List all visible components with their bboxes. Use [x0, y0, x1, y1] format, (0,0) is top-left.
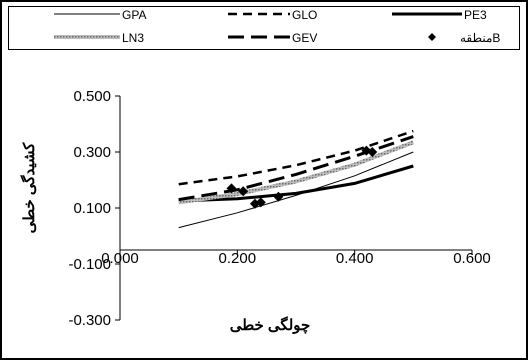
- series-line-pe3: [178, 164, 414, 203]
- y-tick-label: -0.300: [68, 312, 111, 329]
- legend-label-gpa: GPA: [122, 8, 146, 22]
- x-tick-label: 0.200: [219, 250, 257, 267]
- series-line-glo: [178, 129, 414, 186]
- data-point: [238, 186, 249, 197]
- series-line-gev: [178, 135, 414, 202]
- y-tick-label: 0.100: [73, 200, 111, 217]
- y-tick-label: 0.300: [73, 144, 111, 161]
- legend-label-gev: GEV: [292, 31, 317, 45]
- x-tick-label: 0.000: [101, 250, 139, 267]
- data-point: [226, 183, 237, 194]
- series-line-gpa: [178, 151, 414, 229]
- legend-swatch-region-b: [428, 33, 436, 41]
- data-point: [367, 147, 378, 157]
- data-point: [273, 191, 284, 202]
- y-tick-label: -0.100: [68, 256, 111, 273]
- legend-label-ln3: LN3: [122, 31, 144, 45]
- legend-label-region-b: منطقهB: [460, 31, 500, 45]
- series-line-ln3: [178, 140, 415, 205]
- legend-label-pe3: PE3: [464, 8, 487, 22]
- x-axis-label: چولگی خطی: [230, 316, 311, 334]
- x-tick-label: 0.600: [453, 250, 491, 267]
- y-tick-label: 0.500: [73, 88, 111, 105]
- x-tick-label: 0.400: [336, 250, 374, 267]
- legend-label-glo: GLO: [292, 8, 317, 22]
- data-point: [255, 197, 266, 208]
- y-axis-label: کشیدگی خطی: [20, 142, 38, 234]
